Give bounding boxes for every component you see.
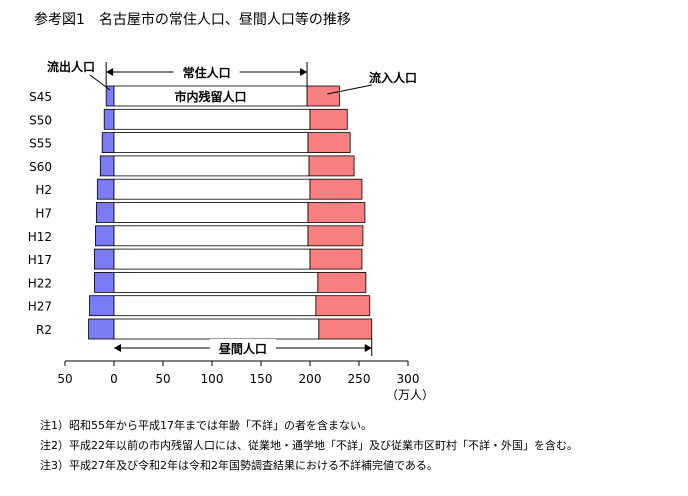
note-2: 注2）平成22年以前の市内残留人口には、従業地・通学地「不詳」及び従業市区町村「… [40, 439, 578, 452]
inflow-bar [306, 85, 340, 107]
outflow-bar [94, 271, 115, 293]
resident-label-bg [173, 63, 240, 81]
inflow-bar [307, 225, 364, 247]
inflow-label: 流入人口 [369, 70, 417, 85]
x-tick-label: 100 [201, 372, 224, 386]
x-tick-label: 50 [155, 372, 170, 386]
resident-arrowhead-right [300, 68, 308, 76]
outflow-bar [101, 132, 115, 154]
remaining-bar [113, 318, 320, 340]
inflow-bar [308, 155, 355, 177]
outflow-bar [89, 295, 115, 317]
inflow-bar [309, 248, 363, 270]
x-tick-label: 200 [299, 372, 322, 386]
outflow-bar [99, 155, 115, 177]
x-tick-label: 300 [397, 372, 420, 386]
daytime-label-bg [209, 339, 276, 357]
inflow-bar [315, 295, 371, 317]
x-tick-label: 250 [348, 372, 371, 386]
category-label: R2 [36, 323, 52, 337]
outflow-bar [96, 178, 115, 200]
inflow-bar [309, 178, 363, 200]
daytime-arrowhead-right [364, 344, 372, 352]
category-label: S50 [29, 113, 52, 127]
remaining-bar [113, 202, 309, 223]
x-tick-label: 50 [57, 372, 72, 386]
remaining-bar [113, 155, 310, 177]
category-label: S60 [29, 160, 52, 174]
category-label: H17 [28, 253, 52, 267]
outflow-bar [103, 108, 115, 130]
outflow-leader [89, 74, 111, 91]
x-axis-unit: （万人） [386, 388, 434, 402]
category-label: H12 [28, 230, 52, 244]
category-label: S55 [29, 137, 52, 151]
category-label: H27 [28, 300, 52, 314]
category-label: H7 [35, 207, 52, 221]
outflow-bar [95, 202, 115, 223]
inflow-bar [307, 202, 366, 223]
resident-label: 常住人口 [183, 65, 231, 80]
inflow-bar [317, 271, 367, 293]
remaining-label: 市内残留人口 [175, 89, 247, 104]
note-1: 注1）昭和55年から平成17年までは年齢「不詳」の者を含まない。 [40, 419, 372, 432]
inflow-bar [318, 318, 373, 340]
category-label: H22 [28, 276, 52, 290]
remaining-bar [113, 248, 311, 270]
x-tick-label: 150 [250, 372, 273, 386]
remaining-bar [113, 132, 309, 154]
figure-title: 参考図1 名古屋市の常住人口、昼間人口等の推移 [34, 12, 351, 28]
category-label: H2 [35, 183, 52, 197]
outflow-bar [105, 85, 115, 107]
inflow-bar [309, 108, 348, 130]
remaining-bar [113, 225, 309, 247]
remaining-bar [113, 178, 311, 200]
population-chart: S45 S50 S55 S60 H2 H7 H12 H17 H22 H27 R2 50 0 50 100 15… [28, 59, 434, 402]
outflow-bar [88, 318, 115, 340]
outflow-bar [94, 225, 115, 247]
remaining-bar [113, 295, 317, 317]
remaining-bar [113, 271, 319, 293]
daytime-arrowhead-left [114, 344, 121, 352]
note-3: 注3）平成27年及び令和2年は令和2年国勢調査結果における不詳補完値である。 [40, 459, 438, 472]
inflow-leader [327, 84, 373, 95]
outflow-bar [94, 248, 115, 270]
resident-arrowhead-left [106, 68, 114, 76]
category-label: S45 [29, 90, 52, 104]
outflow-label: 流出人口 [47, 59, 95, 74]
daytime-label: 昼間人口 [218, 341, 267, 356]
remaining-bar [113, 108, 311, 130]
notes: 注1）昭和55年から平成17年までは年齢「不詳」の者を含まない。 注2）平成22… [40, 416, 578, 476]
inflow-bar [307, 132, 351, 154]
x-tick-label: 0 [110, 372, 118, 386]
